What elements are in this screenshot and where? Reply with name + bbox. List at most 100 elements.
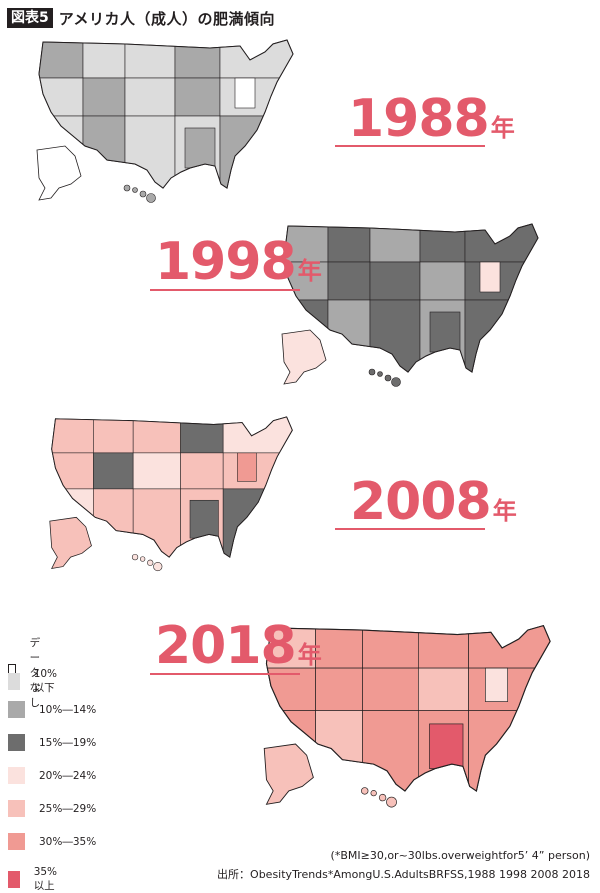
- legend-label: 10%以下: [33, 668, 58, 694]
- state-region: [180, 416, 224, 454]
- legend-swatch: [8, 701, 25, 718]
- state-region: [484, 667, 509, 702]
- hawaii: [139, 556, 146, 562]
- legend-label: 25%―29%: [39, 802, 97, 815]
- legend-label: 30%―35%: [39, 835, 97, 848]
- hawaii: [146, 193, 156, 203]
- state-region: [132, 488, 181, 558]
- state-region: [234, 77, 256, 109]
- state-region: [369, 261, 421, 301]
- year-underline-2008: [335, 528, 485, 530]
- state-region: [237, 452, 257, 482]
- year-number-2008: 2008: [350, 472, 492, 532]
- state-region: [479, 261, 501, 293]
- state-region: [222, 452, 293, 490]
- year-underline-1998: [150, 289, 300, 291]
- source-note: 出所：ObesityTrends*AmongU.S.AdultsBRFSS,19…: [217, 868, 590, 881]
- legend-item: 10%以下: [8, 668, 62, 695]
- legend-swatch: [8, 800, 25, 817]
- year-label-2018: 2018 年: [155, 620, 322, 672]
- state-region: [362, 667, 419, 711]
- state-region: [51, 452, 94, 490]
- hawaii: [123, 184, 131, 192]
- state-region: [464, 224, 538, 263]
- state-region: [429, 311, 461, 353]
- legend-item: 30%―35%: [8, 833, 96, 850]
- state-region: [417, 667, 469, 711]
- alaska: [281, 329, 327, 385]
- state-region: [51, 416, 94, 454]
- legend-label: 35%以上: [33, 866, 58, 892]
- legend-item: 20%―24%: [8, 767, 96, 784]
- state-region: [327, 224, 371, 263]
- state-region: [327, 261, 371, 301]
- legend-item: 25%―29%: [8, 800, 96, 817]
- state-region: [468, 667, 551, 711]
- legend-swatch: [8, 767, 25, 784]
- year-number-2018: 2018: [155, 616, 297, 676]
- us-map-1988: [36, 39, 294, 203]
- state-region: [419, 261, 466, 301]
- legend-swatch: [8, 833, 25, 850]
- hawaii: [153, 562, 163, 572]
- state-region: [124, 77, 176, 117]
- hawaii: [139, 190, 147, 198]
- state-region: [315, 667, 363, 711]
- legend-item: 15%―19%: [8, 734, 96, 751]
- legend-swatch: [8, 673, 20, 690]
- footnote: (*BMI≥30,or~30lbs.overweightfor5’ 4” per…: [330, 849, 590, 862]
- year-label-1988: 1988 年: [348, 93, 515, 145]
- state-region: [219, 40, 293, 79]
- year-underline-1988: [335, 145, 485, 147]
- legend-swatch: [8, 871, 20, 888]
- state-region: [369, 299, 421, 372]
- alaska: [263, 743, 314, 805]
- state-region: [82, 77, 126, 117]
- year-suffix-2018: 年: [297, 641, 322, 669]
- year-suffix-1998: 年: [297, 257, 322, 285]
- hawaii: [147, 559, 154, 566]
- state-region: [39, 77, 84, 117]
- state-region: [132, 452, 181, 490]
- state-region: [464, 261, 538, 301]
- year-suffix-1988: 年: [490, 114, 515, 142]
- legend-label: 15%―19%: [39, 736, 97, 749]
- year-suffix-2008: 年: [492, 497, 517, 525]
- hawaii: [131, 553, 139, 561]
- legend-item: 10%―14%: [8, 701, 96, 718]
- legend-item: 35%以上: [8, 866, 62, 893]
- legend-swatch: [8, 734, 25, 751]
- state-region: [419, 224, 466, 263]
- alaska: [49, 516, 92, 569]
- state-region: [93, 452, 134, 490]
- us-map-1998: [281, 223, 539, 387]
- state-region: [417, 625, 469, 669]
- us-map-2008: [49, 416, 293, 572]
- hawaii: [368, 368, 376, 376]
- alaska: [36, 145, 82, 201]
- state-region: [468, 625, 551, 669]
- hawaii: [391, 377, 401, 387]
- hawaii: [370, 790, 377, 797]
- state-region: [124, 115, 176, 188]
- year-label-1998: 1998 年: [155, 236, 322, 288]
- state-region: [174, 77, 221, 117]
- legend-label: データなし: [29, 637, 41, 709]
- hawaii: [384, 374, 392, 382]
- legend-label: 10%―14%: [39, 703, 97, 716]
- figure-header: 図表5 アメリカ人（成人）の肥満傾向: [7, 7, 275, 29]
- year-underline-2018: [150, 673, 300, 675]
- state-region: [174, 40, 221, 79]
- hawaii: [377, 371, 383, 377]
- legend-label: 20%―24%: [39, 769, 97, 782]
- hawaii: [132, 187, 138, 193]
- state-region: [189, 499, 219, 539]
- state-region: [219, 77, 293, 117]
- figure-title: アメリカ人（成人）の肥満傾向: [58, 9, 276, 28]
- state-region: [93, 416, 134, 454]
- state-region: [362, 710, 419, 791]
- state-region: [180, 452, 224, 490]
- year-number-1988: 1988: [348, 89, 490, 149]
- figure-badge: 図表5: [7, 8, 53, 28]
- hawaii: [386, 796, 397, 808]
